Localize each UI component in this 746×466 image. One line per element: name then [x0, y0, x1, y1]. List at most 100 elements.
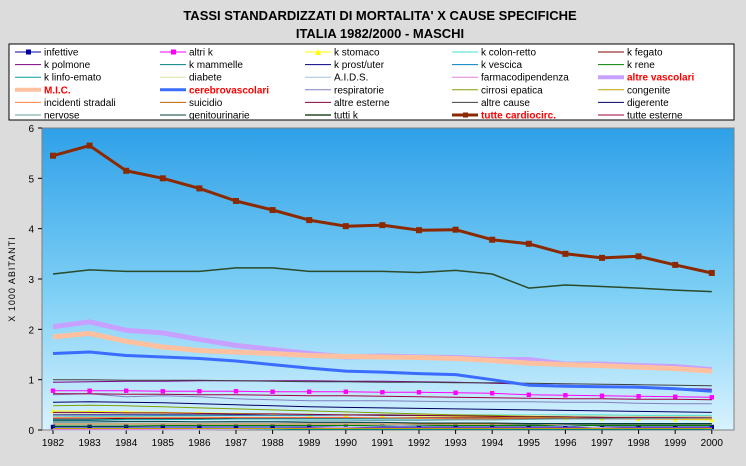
series-altre-esterne: [53, 411, 712, 418]
data-point: [159, 175, 166, 182]
legend-label: k prost/uter: [334, 60, 385, 71]
y-tick-label: 0: [28, 426, 34, 437]
data-point: [380, 424, 385, 430]
series-line: [53, 411, 712, 418]
x-tick-label: 2000: [701, 438, 724, 449]
legend-label: suicidio: [189, 98, 223, 109]
legend-item-respiratorie: respiratorie: [305, 85, 384, 96]
data-point: [636, 424, 641, 430]
series-tutti-k: [52, 267, 712, 293]
legend-item-incidenti-stradali: incidenti stradali: [15, 98, 116, 109]
x-tick-label: 1994: [481, 438, 504, 449]
x-tick-label: 1993: [444, 438, 467, 449]
chart-title: TASSI STANDARDIZZATI DI MORTALITA' X CAU…: [183, 8, 577, 23]
series-line: [53, 379, 712, 387]
x-tick-label: 1989: [298, 438, 321, 449]
y-tick-label: 4: [28, 225, 34, 236]
x-tick-label: 1992: [408, 438, 431, 449]
data-point: [708, 269, 715, 276]
data-point: [453, 390, 458, 395]
legend-label: k stomaco: [334, 48, 380, 59]
data-point: [599, 424, 605, 430]
legend-label: nervose: [44, 111, 80, 122]
legend-marker: [315, 49, 321, 55]
data-point: [709, 417, 714, 423]
legend-label: altri k: [189, 48, 214, 59]
data-point: [416, 227, 422, 234]
data-point: [673, 424, 678, 430]
data-point: [270, 424, 275, 430]
series-line: [52, 393, 712, 405]
legend-marker: [171, 49, 176, 55]
legend-label: cirrosi epatica: [481, 85, 543, 96]
series-line: [52, 330, 712, 374]
legend-label: genitourinarie: [189, 111, 250, 122]
x-tick-label: 1995: [518, 438, 541, 449]
legend-item-k-stomaco: k stomaco: [305, 48, 380, 59]
data-point: [342, 223, 349, 230]
data-point: [50, 388, 56, 393]
y-tick-label: 6: [28, 124, 34, 135]
x-tick-label: 1990: [335, 438, 358, 449]
data-point: [563, 424, 568, 430]
legend-label: k rene: [627, 60, 655, 71]
data-point: [416, 390, 422, 395]
data-point: [563, 393, 568, 398]
legend-label: tutti k: [334, 111, 359, 122]
data-point: [379, 222, 386, 229]
data-point: [380, 390, 385, 395]
series-tutte-cardiocirc: [50, 142, 715, 276]
legend-item-cirrosi-epatica: cirrosi epatica: [452, 85, 543, 96]
legend-label: k colon-retto: [481, 48, 536, 59]
data-point: [672, 261, 679, 268]
x-tick-label: 1987: [225, 438, 248, 449]
data-point: [87, 424, 92, 430]
legend-box: [8, 43, 735, 121]
legend-label: respiratorie: [334, 85, 384, 96]
data-point: [673, 417, 678, 422]
data-point: [673, 394, 678, 399]
legend-item-digerente: digerente: [598, 98, 669, 109]
data-point: [453, 424, 458, 430]
data-point: [233, 197, 239, 204]
series-genitourinarie: [53, 420, 712, 424]
series-altre-cause: [53, 379, 712, 387]
data-point: [124, 388, 129, 393]
data-point: [526, 392, 531, 397]
series-altri-k: [50, 388, 714, 400]
series-tutte-esterne: [53, 393, 712, 401]
data-point: [599, 254, 605, 261]
data-point: [50, 152, 56, 159]
series-line: [52, 401, 712, 413]
data-point: [489, 236, 496, 243]
legend-item-tutte-esterne: tutte esterne: [598, 111, 683, 122]
legend-marker: [463, 112, 468, 118]
legend-item-m-i-c: M.I.C.: [15, 85, 71, 96]
data-point: [123, 167, 130, 174]
data-point: [343, 389, 348, 394]
x-tick-label: 1986: [188, 438, 211, 449]
data-point: [525, 240, 532, 247]
legend-label: k vescica: [481, 60, 523, 71]
legend-label: cerebrovascolari: [189, 85, 269, 96]
legend-item-suicidio: suicidio: [160, 98, 223, 109]
data-point: [599, 393, 605, 398]
legend-label: altre cause: [481, 98, 530, 109]
data-point: [50, 424, 56, 430]
data-point: [709, 424, 714, 430]
legend-item-congenite: congenite: [598, 85, 671, 96]
legend-label: infettive: [44, 48, 79, 59]
legend-item-k-mammelle: k mammelle: [160, 60, 243, 71]
legend-item-altre-esterne: altre esterne: [305, 98, 390, 109]
data-point: [490, 424, 495, 430]
data-point: [490, 391, 495, 396]
x-tick-label: 1984: [115, 438, 138, 449]
series-digerente: [52, 401, 712, 413]
series-cerebrovascolari: [52, 350, 712, 393]
y-tick-label: 3: [28, 275, 34, 286]
data-point: [635, 253, 642, 260]
legend-item-altre-cause: altre cause: [452, 98, 530, 109]
data-point: [416, 413, 422, 419]
series-layer: [50, 142, 715, 431]
data-point: [709, 395, 714, 400]
